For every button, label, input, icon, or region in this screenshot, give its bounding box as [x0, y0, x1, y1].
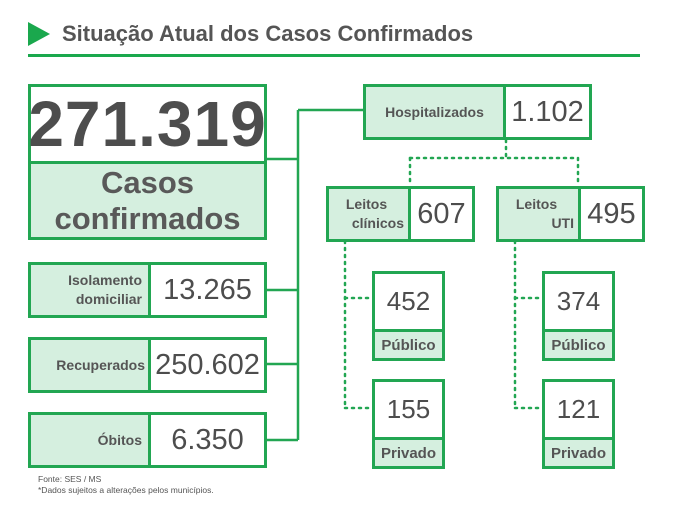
- obitos-card: Óbitos 6.350: [28, 412, 267, 468]
- hospitalizados-value: 1.102: [511, 95, 584, 128]
- obitos-value: 6.350: [171, 423, 244, 456]
- uti-publico-label: Público: [551, 336, 606, 354]
- hospitalizados-label: Hospitalizados: [385, 103, 484, 120]
- leitos-clinicos-label-line2: clínicos: [351, 215, 404, 231]
- isolamento-value: 13.265: [163, 273, 252, 306]
- isolamento-label-line1: Isolamento: [68, 272, 142, 288]
- confirmed-label-cell: Casos confirmados: [31, 161, 264, 237]
- confirmed-card: 271.319 Casos confirmados: [28, 84, 267, 240]
- obitos-label-cell: Óbitos: [31, 415, 151, 465]
- leitos-clinicos-value: 607: [417, 197, 466, 230]
- obitos-value-cell: 6.350: [151, 415, 264, 465]
- uti-privado-label-cell: Privado: [545, 437, 612, 466]
- page-title: Situação Atual dos Casos Confirmados: [62, 21, 474, 46]
- clinicos-privado-value-cell: 155: [375, 382, 442, 437]
- leitos-uti-label-line2: UTI: [551, 215, 574, 231]
- uti-publico-value: 374: [556, 286, 601, 316]
- source-footnote: Fonte: SES / MS: [38, 474, 102, 484]
- leitos-clinicos-label-cell: Leitos clínicos: [329, 189, 411, 239]
- leitos-uti-card: Leitos UTI 495: [496, 186, 645, 242]
- uti-publico-card: 374 Público: [542, 271, 615, 361]
- confirmed-label-line1: Casos: [100, 164, 195, 200]
- uti-publico-value-cell: 374: [545, 274, 612, 329]
- confirmed-label-line2: confirmados: [54, 200, 241, 236]
- leitos-uti-value-cell: 495: [581, 189, 642, 239]
- header-arrow-icon: [28, 22, 50, 46]
- uti-privado-card: 121 Privado: [542, 379, 615, 469]
- clinicos-privado-card: 155 Privado: [372, 379, 445, 469]
- header-divider: [28, 54, 640, 57]
- recuperados-label-cell: Recuperados: [31, 340, 151, 390]
- clinicos-publico-card: 452 Público: [372, 271, 445, 361]
- confirmed-value-cell: 271.319: [28, 87, 267, 161]
- confirmed-value: 271.319: [28, 88, 267, 160]
- recuperados-value: 250.602: [155, 348, 260, 381]
- recuperados-card: Recuperados 250.602: [28, 337, 267, 393]
- disclaimer-footnote: *Dados sujeitos a alterações pelos munic…: [38, 485, 214, 495]
- leitos-uti-label-line1: Leitos: [515, 196, 558, 212]
- leitos-uti-value: 495: [587, 197, 636, 230]
- hospitalizados-card: Hospitalizados 1.102: [363, 84, 592, 140]
- leitos-clinicos-value-cell: 607: [411, 189, 472, 239]
- uti-privado-value: 121: [556, 394, 601, 424]
- clinicos-publico-value: 452: [386, 286, 431, 316]
- recuperados-label: Recuperados: [56, 356, 145, 373]
- isolamento-value-cell: 13.265: [151, 265, 264, 315]
- isolamento-label-cell: Isolamento domiciliar: [31, 265, 151, 315]
- leitos-uti-label-cell: Leitos UTI: [499, 189, 581, 239]
- uti-privado-value-cell: 121: [545, 382, 612, 437]
- clinicos-privado-label: Privado: [380, 444, 437, 462]
- hospitalizados-label-cell: Hospitalizados: [366, 87, 506, 137]
- clinicos-publico-value-cell: 452: [375, 274, 442, 329]
- clinicos-publico-label: Público: [381, 336, 436, 354]
- leitos-clinicos-label-line1: Leitos: [345, 196, 388, 212]
- clinicos-privado-value: 155: [386, 394, 431, 424]
- recuperados-value-cell: 250.602: [151, 340, 264, 390]
- clinicos-privado-label-cell: Privado: [375, 437, 442, 466]
- clinicos-publico-label-cell: Público: [375, 329, 442, 358]
- uti-privado-label: Privado: [550, 444, 607, 462]
- isolamento-card: Isolamento domiciliar 13.265: [28, 262, 267, 318]
- uti-publico-label-cell: Público: [545, 329, 612, 358]
- hospitalizados-value-cell: 1.102: [506, 87, 589, 137]
- leitos-clinicos-card: Leitos clínicos 607: [326, 186, 475, 242]
- obitos-label: Óbitos: [97, 431, 142, 448]
- isolamento-label-line2: domiciliar: [75, 291, 142, 307]
